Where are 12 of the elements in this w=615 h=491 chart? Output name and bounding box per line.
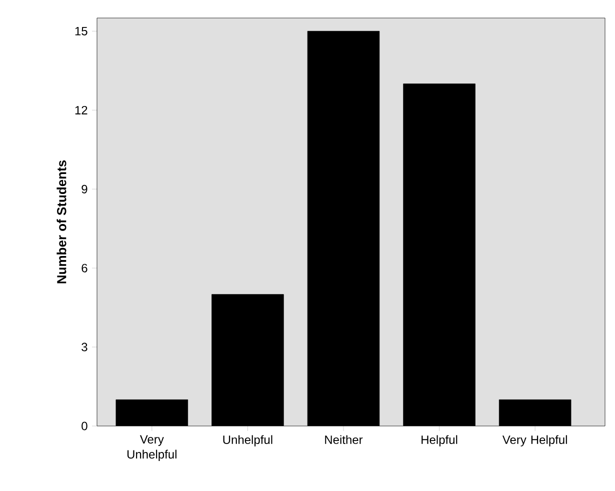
y-tick-label: 15 (75, 26, 88, 36)
x-tick-label: Very Helpful (502, 435, 567, 446)
y-tick-label: 12 (75, 106, 88, 114)
x-tick-label: Unhelpful (223, 435, 272, 446)
y-tick-label: 9 (82, 184, 88, 194)
y-axis-title: Number of Students (56, 160, 66, 284)
y-tick-label: 3 (82, 342, 88, 352)
x-tick-label: Helpful (422, 435, 458, 446)
y-tick-label: 0 (82, 422, 88, 430)
y-tick-label: 6 (82, 264, 88, 272)
x-tick-label: Very Unhelpful (127, 435, 176, 461)
x-tick-label: Neither (325, 435, 363, 444)
